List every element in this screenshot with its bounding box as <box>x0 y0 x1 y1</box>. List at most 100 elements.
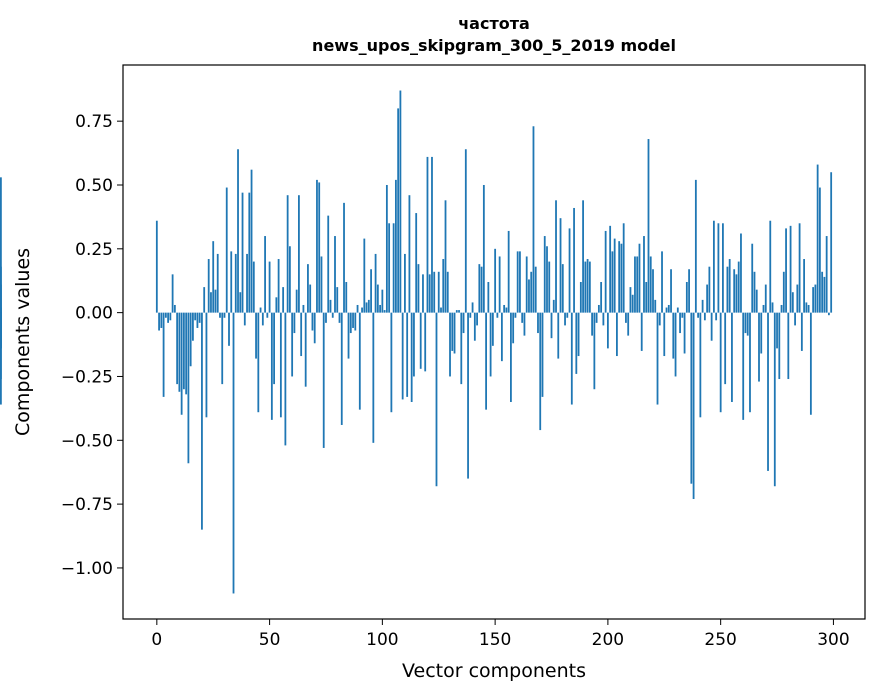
bar-147 <box>487 282 490 313</box>
bar-255 <box>731 312 733 402</box>
bar-79 <box>334 236 336 313</box>
bar-140 <box>471 302 474 313</box>
bar-88 <box>354 312 357 331</box>
bar-177 <box>555 200 557 313</box>
bar-series <box>0 90 833 594</box>
bar-239 <box>694 179 697 313</box>
bar-22 <box>205 312 208 418</box>
bar-249 <box>717 223 720 313</box>
bar-286 <box>800 312 803 351</box>
bar-70 <box>313 312 316 344</box>
bar-185 <box>573 207 575 313</box>
y-axis-ticks: −1.00 −0.75 −0.50 −0.25 0.00 0.25 0.50 0.75 <box>61 112 123 579</box>
bar-49 <box>266 312 269 318</box>
bar-183 <box>568 228 571 313</box>
bar-166 <box>530 271 533 313</box>
bar-14 <box>187 312 190 464</box>
bar-44 <box>255 312 257 359</box>
bar-231 <box>676 307 679 313</box>
bar-60 <box>291 312 294 377</box>
bar-172 <box>543 236 546 313</box>
bar-143 <box>478 264 481 313</box>
bar-65 <box>302 304 305 313</box>
bar-73 <box>320 256 323 313</box>
bar-184 <box>570 312 573 405</box>
bar-232 <box>679 312 681 334</box>
bar-120 <box>426 156 429 313</box>
bar-228 <box>670 269 672 313</box>
bar-101 <box>383 310 386 313</box>
bar-265 <box>753 271 756 313</box>
bar-63 <box>298 195 300 313</box>
bar-52 <box>273 312 275 385</box>
bar-180 <box>561 264 564 313</box>
bar-57 <box>284 312 287 446</box>
y-tick-label: 0.00 <box>75 304 113 324</box>
bar-124 <box>435 312 438 487</box>
bar-222 <box>656 312 659 405</box>
bar-107 <box>397 108 400 313</box>
bar-203 <box>613 238 616 313</box>
bar-31 <box>225 187 228 313</box>
bar-227 <box>667 304 670 313</box>
bar-146 <box>485 312 487 410</box>
bar-132 <box>453 312 456 354</box>
chart-title: частота <box>458 14 530 33</box>
bar-174 <box>548 261 551 313</box>
bar-62 <box>295 289 298 313</box>
bar-269 <box>762 304 765 313</box>
bar-151 <box>496 312 499 318</box>
bar-154 <box>503 304 506 313</box>
bar-109 <box>401 312 404 400</box>
bar-153 <box>500 312 503 362</box>
bar-50 <box>268 261 271 313</box>
bar-67 <box>307 264 309 313</box>
bar-76 <box>327 215 330 313</box>
bar-235 <box>685 282 688 313</box>
bar-8 <box>173 304 176 313</box>
bar-170 <box>539 312 542 431</box>
bar-9 <box>176 312 179 385</box>
bar-21 <box>203 287 206 313</box>
bar-189 <box>582 200 584 313</box>
bar-171 <box>541 312 544 397</box>
bar-310 <box>0 266 2 313</box>
bar-209 <box>627 312 630 336</box>
bar-20 <box>201 312 203 530</box>
bar-149 <box>491 312 494 346</box>
bar-240 <box>697 312 699 318</box>
bar-121 <box>428 274 431 313</box>
bar-5 <box>167 312 169 323</box>
bar-296 <box>823 276 826 313</box>
bar-29 <box>221 312 224 385</box>
bar-119 <box>424 312 427 372</box>
bar-181 <box>564 312 566 326</box>
bar-83 <box>343 202 345 313</box>
bar-33 <box>230 251 233 313</box>
bar-84 <box>345 282 348 313</box>
bar-131 <box>451 312 454 351</box>
bar-274 <box>773 312 776 487</box>
y-tick-label: 0.25 <box>75 240 113 260</box>
bar-214 <box>638 243 641 313</box>
bar-102 <box>385 184 388 313</box>
bar-2 <box>160 312 163 328</box>
bar-225 <box>663 312 666 357</box>
bar-206 <box>620 243 623 313</box>
plot-frame <box>122 64 866 620</box>
x-tick-label: 300 <box>817 630 849 650</box>
bar-126 <box>440 307 442 313</box>
bar-245 <box>708 266 711 313</box>
bar-112 <box>408 195 411 313</box>
bar-238 <box>692 312 695 500</box>
bar-141 <box>473 312 476 341</box>
bar-230 <box>674 312 677 377</box>
bar-256 <box>733 269 736 313</box>
bar-202 <box>611 251 614 313</box>
bar-27 <box>216 253 219 313</box>
bar-248 <box>715 312 718 321</box>
bar-69 <box>311 312 314 331</box>
y-tick-label: 0.75 <box>75 112 113 132</box>
bar-142 <box>476 312 478 326</box>
bar-96 <box>372 312 375 443</box>
